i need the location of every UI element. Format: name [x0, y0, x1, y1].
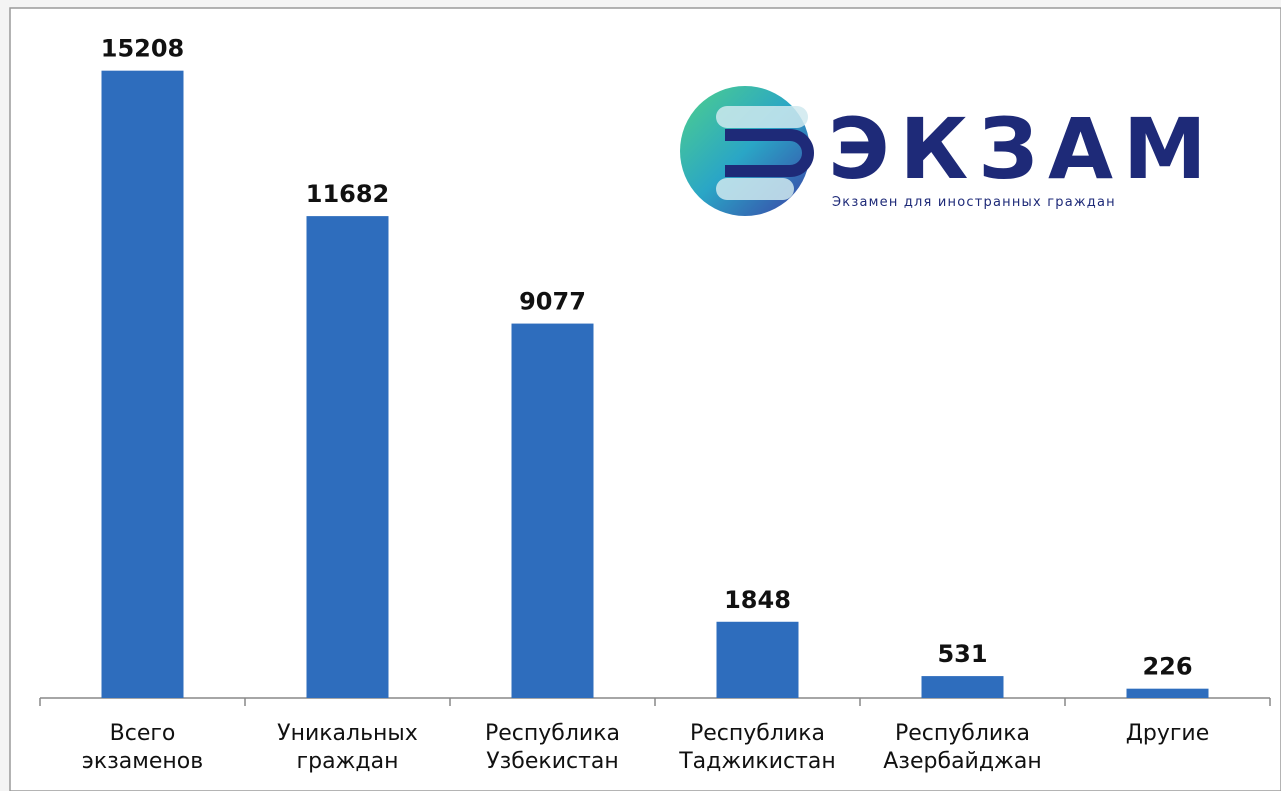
- panel: [9, 7, 1281, 791]
- bar: [921, 676, 1004, 698]
- logo-stripe: [716, 178, 794, 200]
- logo-subtitle: Экзамен для иностранных граждан: [832, 195, 1116, 210]
- value-label: 1848: [724, 586, 791, 614]
- value-label: 15208: [101, 35, 185, 63]
- value-label: 531: [937, 640, 987, 668]
- logo-mark: [725, 129, 814, 177]
- bar: [1126, 688, 1209, 698]
- logo-stripe: [716, 106, 808, 128]
- x-tick-label: Всего экзаменов: [81, 721, 204, 774]
- value-label: 226: [1142, 653, 1192, 681]
- x-tick-label: Республика Азербайджан: [883, 721, 1042, 774]
- value-label: 9077: [519, 288, 586, 316]
- bar: [101, 70, 184, 699]
- bar: [511, 323, 594, 698]
- logo: ЭКЗАМ Экзамен для иностранных граждан: [680, 86, 1217, 216]
- x-tick-label: Другие: [1125, 721, 1210, 746]
- value-label: 11682: [306, 180, 390, 208]
- bar: [306, 216, 389, 698]
- x-tick-label: Республика Таджикистан: [679, 721, 836, 774]
- logo-title: ЭКЗАМ: [828, 100, 1217, 198]
- bar: [716, 621, 799, 698]
- x-tick-label: Уникальных граждан: [277, 721, 418, 774]
- x-tick-label: Республика Узбекистан: [485, 721, 620, 774]
